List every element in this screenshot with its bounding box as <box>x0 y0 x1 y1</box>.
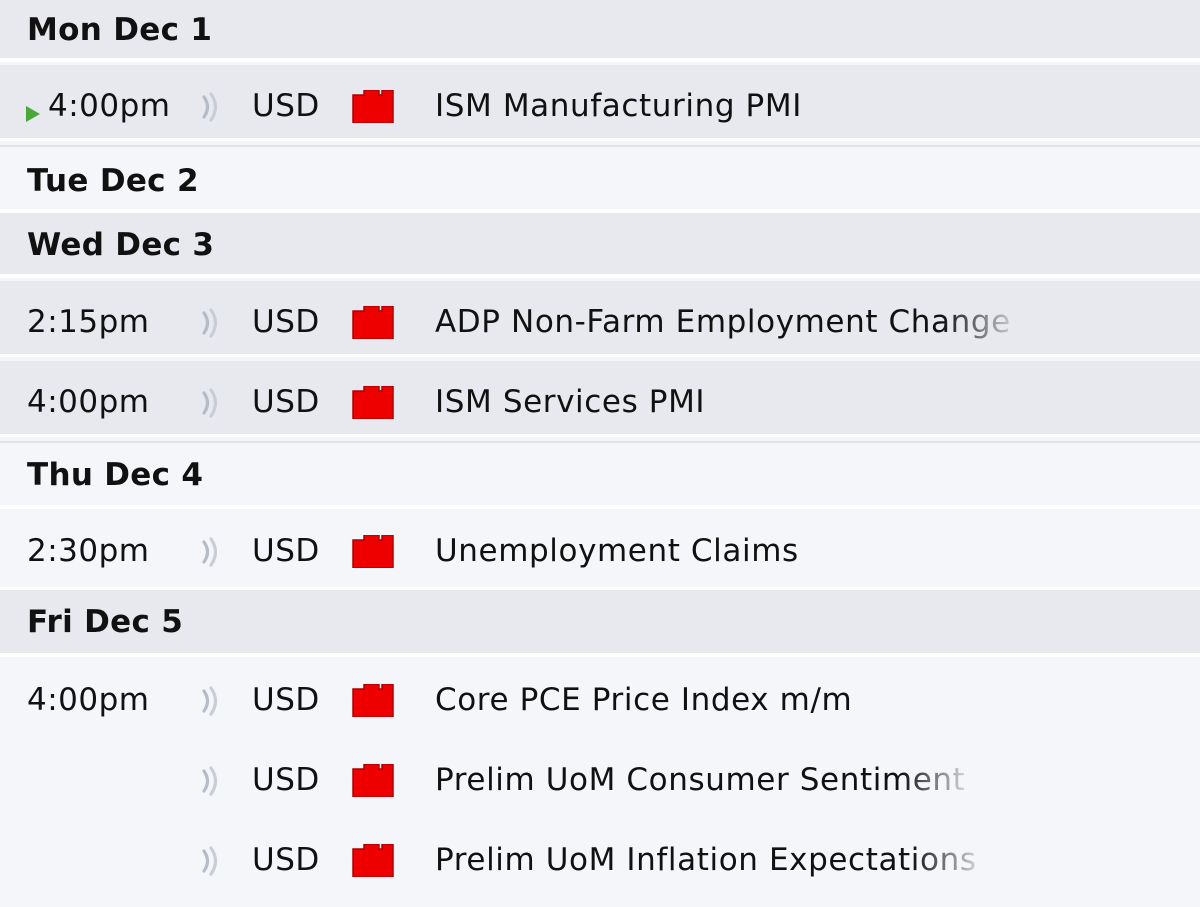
event-row[interactable]: 2:15pm USD ADP Non-Farm Employment Chang… <box>0 281 1200 357</box>
event-time: 2:30pm <box>27 533 150 569</box>
day-header-mon: Mon Dec 1 <box>0 0 1200 62</box>
event-row[interactable]: USD Prelim UoM Inflation Expectations <box>0 819 1200 907</box>
event-row[interactable]: 2:30pm USD Unemployment Claims <box>0 510 1200 590</box>
sound-alert-icon[interactable] <box>200 91 222 123</box>
sound-alert-icon[interactable] <box>200 845 222 877</box>
event-title[interactable]: Unemployment Claims <box>435 533 799 569</box>
event-time: 4:00pm <box>27 384 150 420</box>
high-impact-folder-icon <box>352 306 394 339</box>
high-impact-folder-icon <box>352 90 394 123</box>
event-currency: USD <box>252 384 320 420</box>
sound-alert-icon[interactable] <box>200 387 222 419</box>
day-header-fri: Fri Dec 5 <box>0 590 1200 657</box>
day-label: Wed Dec 3 <box>27 227 215 263</box>
event-currency: USD <box>252 304 320 340</box>
now-arrow-icon <box>26 106 40 122</box>
day-header-thu: Thu Dec 4 <box>0 441 1200 509</box>
sound-alert-icon[interactable] <box>200 536 222 568</box>
day-header-wed: Wed Dec 3 <box>0 213 1200 278</box>
event-time: 2:15pm <box>27 304 150 340</box>
day-label: Tue Dec 2 <box>27 163 199 199</box>
day-label: Mon Dec 1 <box>27 12 213 48</box>
event-currency: USD <box>252 533 320 569</box>
high-impact-folder-icon <box>352 764 394 797</box>
event-title[interactable]: Prelim UoM Consumer Sentiment <box>435 762 966 798</box>
event-row[interactable]: 4:00pm USD ISM Services PMI <box>0 361 1200 437</box>
sound-alert-icon[interactable] <box>200 307 222 339</box>
day-label: Fri Dec 5 <box>27 604 184 640</box>
event-time: 4:00pm <box>27 682 150 718</box>
event-title[interactable]: ISM Services PMI <box>435 384 706 420</box>
event-title[interactable]: Prelim UoM Inflation Expectations <box>435 842 977 878</box>
day-label: Thu Dec 4 <box>27 457 204 493</box>
sound-alert-icon[interactable] <box>200 765 222 797</box>
high-impact-folder-icon <box>352 386 394 419</box>
event-row[interactable]: USD Prelim UoM Consumer Sentiment <box>0 739 1200 819</box>
event-title[interactable]: ADP Non-Farm Employment Change <box>435 304 1011 340</box>
event-row[interactable]: 4:00pm USD Core PCE Price Index m/m <box>0 659 1200 739</box>
event-currency: USD <box>252 762 320 798</box>
event-currency: USD <box>252 842 320 878</box>
event-title[interactable]: ISM Manufacturing PMI <box>435 88 802 124</box>
event-time: 4:00pm <box>48 88 171 124</box>
event-currency: USD <box>252 682 320 718</box>
high-impact-folder-icon <box>352 844 394 877</box>
event-title[interactable]: Core PCE Price Index m/m <box>435 682 853 718</box>
event-row[interactable]: 4:00pm USD ISM Manufacturing PMI <box>0 65 1200 141</box>
sound-alert-icon[interactable] <box>200 685 222 717</box>
day-header-tue: Tue Dec 2 <box>0 145 1200 213</box>
event-currency: USD <box>252 88 320 124</box>
high-impact-folder-icon <box>352 535 394 568</box>
high-impact-folder-icon <box>352 684 394 717</box>
